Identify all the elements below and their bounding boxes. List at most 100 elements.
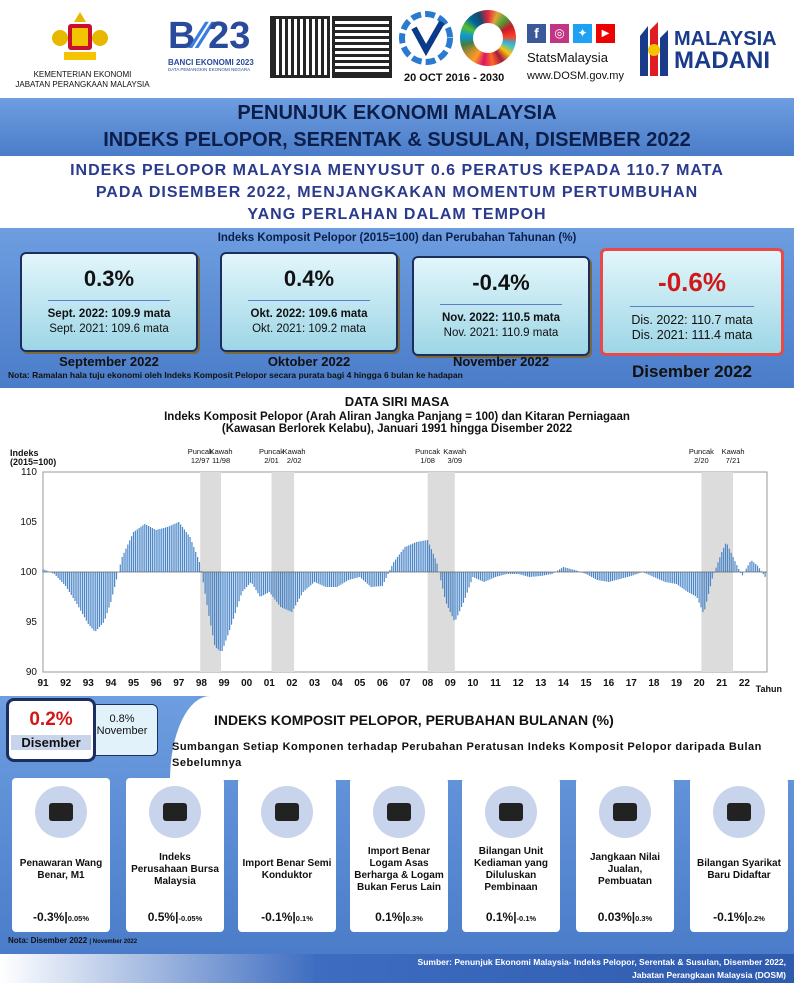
kpi-box-sep: 0.3% Sept. 2022: 109.9 mata Sept. 2021: … xyxy=(20,252,198,352)
turning-point-date: 3/09 xyxy=(447,456,462,465)
youtube-icon[interactable]: ▶ xyxy=(596,24,615,43)
turning-point-label: Puncak xyxy=(415,448,440,456)
presenter-icon xyxy=(599,786,651,838)
footer: Sumber: Penunjuk Ekonomi Malaysia- Indek… xyxy=(0,954,794,983)
x-tick-label: 99 xyxy=(218,678,230,689)
kpi-label-nov: November 2022 xyxy=(452,354,550,369)
kpi-section: Indeks Komposit Pelopor (2015=100) dan P… xyxy=(0,228,794,388)
turning-point-date: 1/08 xyxy=(420,456,435,465)
turning-point-label: Puncak xyxy=(259,448,284,456)
banci-title: BANCI EKONOMI 2023 xyxy=(168,58,254,67)
turning-point-date: 2/02 xyxy=(287,456,302,465)
component-card: Bilangan Unit Kediaman yang Diluluskan P… xyxy=(462,778,560,932)
monthly-subheading: Sumbangan Setiap Komponen terhadap Perub… xyxy=(172,741,762,769)
component-name: Jangkaan Nilai Jualan, Pembuatan xyxy=(589,852,661,887)
x-tick-label: 21 xyxy=(716,678,728,689)
series-caption-1: Indeks Komposit Pelopor (Arah Aliran Jan… xyxy=(164,411,630,423)
department-name: JABATAN PERANGKAAN MALAYSIA xyxy=(15,80,150,89)
x-tick-label: 11 xyxy=(490,678,501,689)
kpi-label-oct: Oktober 2022 xyxy=(267,354,351,369)
website-link[interactable]: www.DOSM.gov.my xyxy=(527,70,624,82)
component-dec-value: 0.03%| xyxy=(597,910,636,924)
dec-box: 0.2% Disember xyxy=(6,698,96,762)
x-tick-label: 97 xyxy=(173,678,185,689)
wallet-icon xyxy=(35,786,87,838)
x-tick-label: 94 xyxy=(105,678,117,689)
turning-point-date: 2/20 xyxy=(694,456,709,465)
x-tick-label: 02 xyxy=(286,678,298,689)
component-nov-value: -0.05% xyxy=(178,914,203,923)
kpi-label-sep: September 2022 xyxy=(59,354,159,369)
component-nov-value: 0.3% xyxy=(405,914,423,923)
instagram-icon[interactable]: ◎ xyxy=(550,24,569,43)
twitter-icon[interactable]: ✦ xyxy=(573,24,592,43)
kpi-value: -0.4% xyxy=(472,270,530,295)
x-tick-label: 92 xyxy=(60,678,72,689)
component-name: Bilangan Unit Kediaman yang Diluluskan P… xyxy=(474,846,548,893)
stats-handle[interactable]: StatsMalaysia xyxy=(527,50,608,65)
component-name: Indeks Perusahaan Bursa Malaysia xyxy=(131,852,219,887)
monthly-heading: INDEKS KOMPOSIT PELOPOR, PERUBAHAN BULAN… xyxy=(214,712,614,728)
component-name: Import Benar Semi Konduktor xyxy=(242,858,332,881)
sdg-wheel-icon xyxy=(460,10,516,66)
nov-label: November xyxy=(96,725,148,737)
x-tick-label: 04 xyxy=(332,678,344,689)
title-line-2: INDEKS PELOPOR, SERENTAK & SUSULAN, DISE… xyxy=(103,129,691,151)
title-line-1: PENUNJUK EKONOMI MALAYSIA xyxy=(237,102,557,124)
headline: INDEKS PELOPOR MALAYSIA MENYUSUT 0.6 PER… xyxy=(0,156,794,228)
note-nov: | November 2022 xyxy=(89,939,138,945)
turning-point-date: 11/98 xyxy=(212,456,230,465)
dec-value: 0.2% xyxy=(29,709,73,730)
component-card: Penawaran Wang Benar, M1 -0.3%|0.05% xyxy=(12,778,110,932)
y-tick-label: 100 xyxy=(20,567,37,578)
component-dec-value: -0.1%| xyxy=(261,910,296,924)
component-dec-value: -0.3%| xyxy=(33,910,68,924)
madani-text-1: MALAYSIA xyxy=(674,28,777,50)
madani-text-2: MADANI xyxy=(674,47,770,74)
facebook-icon[interactable]: f xyxy=(527,24,546,43)
y-tick-label: 105 xyxy=(20,517,37,528)
madani-logo-icon xyxy=(634,20,674,80)
x-tick-label: 14 xyxy=(558,678,570,689)
turning-point-label: Puncak xyxy=(188,448,213,456)
qr-code-facebook-icon[interactable] xyxy=(332,16,392,78)
component-name: Bilangan Syarikat Baru Didaftar xyxy=(697,858,781,881)
component-nov-value: 0.05% xyxy=(67,914,89,923)
kpi-value: -0.6% xyxy=(658,267,726,297)
component-card: Import Benar Logam Asas Berharga & Logam… xyxy=(350,778,448,932)
source-line-1: Sumber: Penunjuk Ekonomi Malaysia- Indek… xyxy=(417,957,786,967)
component-card: Import Benar Semi Konduktor -0.1%|0.1% xyxy=(238,778,336,932)
sdg-date: 20 OCT 2016 - 2030 xyxy=(404,72,505,84)
chip-icon xyxy=(261,786,313,838)
component-nov-value: 0.2% xyxy=(747,914,765,923)
x-tick-label: 08 xyxy=(422,678,434,689)
component-dec-value: -0.1%| xyxy=(713,910,748,924)
x-tick-label: 01 xyxy=(264,678,276,689)
metal-bar-icon xyxy=(373,786,425,838)
ministry-name: KEMENTERIAN EKONOMI xyxy=(33,70,132,79)
social-icons: f ◎ ✦ ▶ xyxy=(527,24,615,43)
kpi-label-dec: Disember 2022 xyxy=(631,362,753,381)
kpi-note: Nota: Ramalan hala tuju ekonomi oleh Ind… xyxy=(8,370,463,380)
y-axis-label: Indeks xyxy=(10,448,39,458)
nov-box: 0.8% November xyxy=(86,704,158,756)
turning-point-date: 7/21 xyxy=(726,456,741,465)
banci-subtitle: DATA PEMANGKIN EKONOMI NEGARA xyxy=(168,67,251,72)
component-name: Import Benar Logam Asas Berharga & Logam… xyxy=(354,846,444,893)
component-card: Jangkaan Nilai Jualan, Pembuatan 0.03%|0… xyxy=(576,778,674,932)
series-heading: DATA SIRI MASA xyxy=(344,394,450,409)
kpi-box-nov: -0.4% Nov. 2022: 110.5 mata Nov. 2021: 1… xyxy=(412,256,590,356)
x-tick-label: 20 xyxy=(694,678,706,689)
component-dec-value: 0.1%| xyxy=(375,910,406,924)
chart-magnifier-icon xyxy=(149,786,201,838)
coat-of-arms-icon xyxy=(50,8,110,66)
kpi-caption: Indeks Komposit Pelopor (2015=100) dan P… xyxy=(217,232,577,244)
monthly-section: 0.8% November 0.2% Disember INDEKS KOMPO… xyxy=(0,696,794,954)
component-dec-value: 0.1%| xyxy=(485,910,517,924)
x-tick-label: 96 xyxy=(151,678,163,689)
x-tick-label: 98 xyxy=(196,678,208,689)
qr-code-icon[interactable] xyxy=(270,16,330,78)
y-axis-label: (2015=100) xyxy=(10,457,56,467)
banci-logo: B⁄⁄23 BANCI EKONOMI 2023 DATA PEMANGKIN … xyxy=(168,14,266,80)
x-tick-label: 13 xyxy=(535,678,547,689)
